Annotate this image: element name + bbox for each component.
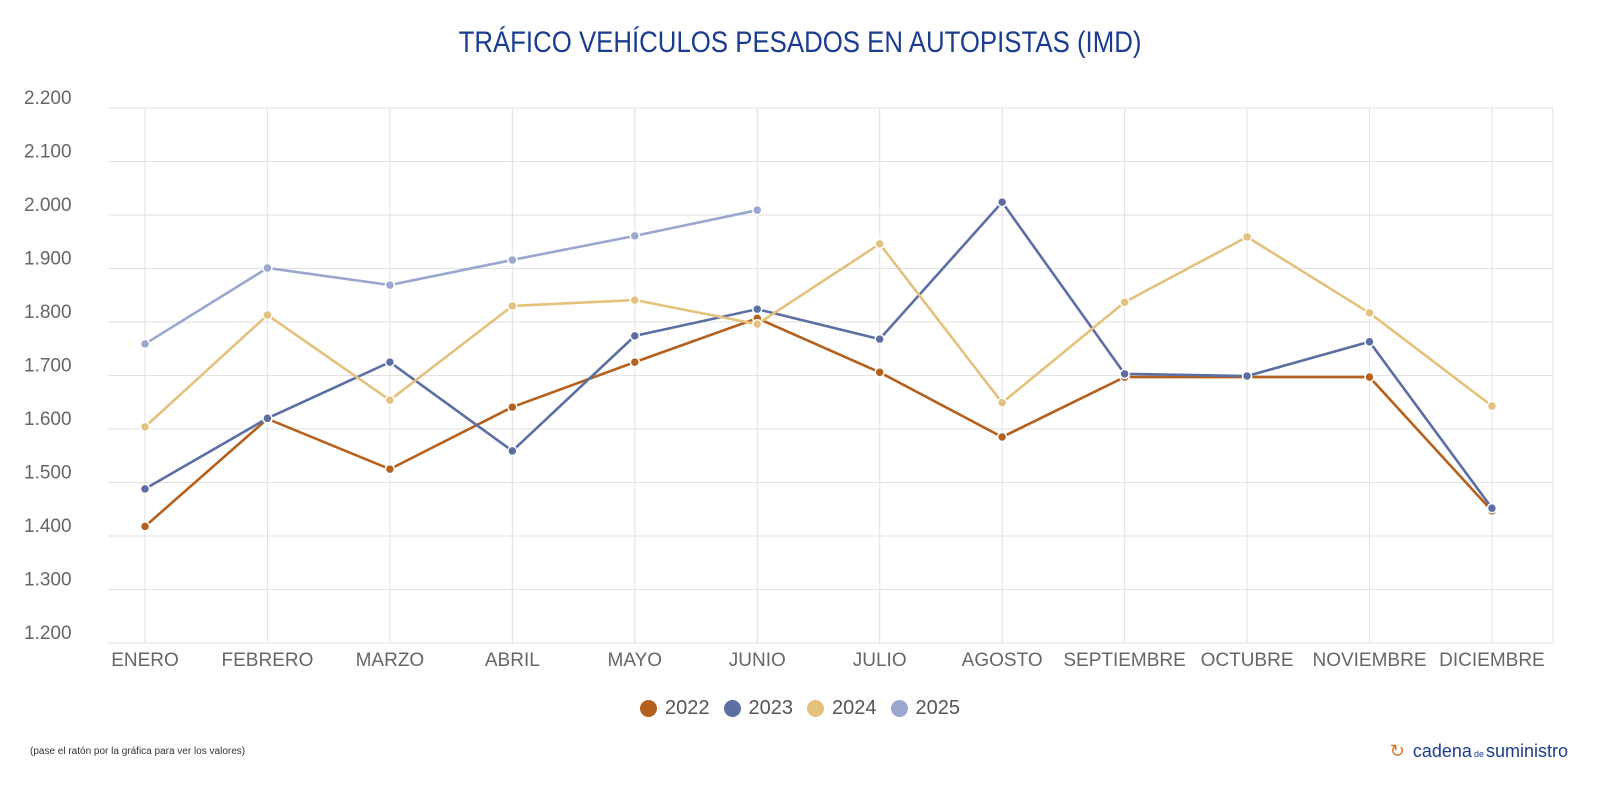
data-point[interactable] — [874, 238, 885, 250]
refresh-arrows-icon: ↻ — [1389, 741, 1405, 761]
data-point[interactable] — [262, 262, 273, 274]
data-point[interactable] — [629, 356, 641, 368]
x-tick-label: MAYO — [608, 650, 663, 671]
data-point[interactable] — [1241, 231, 1253, 243]
legend-dot-icon — [723, 700, 741, 717]
legend-item-2024[interactable]: 2024 — [807, 697, 877, 720]
legend: 2022 2023 2024 2025 — [0, 697, 1600, 720]
logo: ↻ cadena de suministro — [1389, 741, 1568, 761]
hover-note: (pase el ratón por la gráfica para ver l… — [30, 746, 246, 757]
data-point[interactable] — [139, 521, 151, 532]
data-point[interactable] — [507, 401, 518, 413]
data-point[interactable] — [629, 330, 641, 342]
x-tick-label: ABRIL — [485, 650, 540, 671]
data-point[interactable] — [874, 333, 885, 345]
data-point[interactable] — [1486, 400, 1498, 412]
data-point[interactable] — [507, 254, 518, 266]
legend-dot-icon — [890, 700, 908, 717]
y-tick-label: 2.000 — [24, 195, 72, 216]
data-point[interactable] — [139, 421, 151, 433]
data-point[interactable] — [1364, 307, 1375, 319]
x-tick-label: DICIEMBRE — [1439, 650, 1545, 671]
legend-label: 2022 — [665, 697, 710, 719]
x-tick-label: SEPTIEMBRE — [1063, 650, 1185, 671]
y-tick-label: 1.700 — [24, 356, 72, 377]
y-tick-label: 1.900 — [24, 249, 72, 270]
y-tick-label: 1.300 — [24, 570, 72, 591]
data-point[interactable] — [1364, 371, 1375, 383]
x-tick-label: JUNIO — [729, 650, 786, 671]
data-point[interactable] — [1364, 336, 1375, 348]
y-tick-label: 2.100 — [24, 142, 72, 163]
x-tick-label: AGOSTO — [962, 650, 1043, 671]
x-tick-label: JULIO — [853, 650, 907, 671]
legend-label: 2024 — [832, 697, 877, 719]
x-tick-label: MARZO — [356, 650, 425, 671]
data-point[interactable] — [139, 483, 151, 495]
data-point[interactable] — [1241, 370, 1253, 382]
chart-title: TRÁFICO VEHÍCULOS PESADOS EN AUTOPISTAS … — [458, 26, 1142, 59]
data-point[interactable] — [384, 463, 396, 475]
data-point[interactable] — [384, 279, 396, 291]
y-tick-label: 2.200 — [24, 88, 72, 109]
series-line-2022 — [144, 316, 1493, 528]
data-point[interactable] — [752, 303, 763, 315]
data-point[interactable] — [874, 367, 885, 378]
data-point[interactable] — [507, 300, 518, 312]
data-point[interactable] — [1486, 502, 1498, 514]
data-point[interactable] — [996, 196, 1008, 208]
x-tick-label: FEBRERO — [222, 650, 314, 671]
legend-item-2023[interactable]: 2023 — [723, 697, 794, 720]
legend-dot-icon — [640, 700, 657, 717]
data-point[interactable] — [262, 413, 273, 424]
line-chart[interactable]: 1.200 1.300 1.400 1.500 1.600 1.700 1.800 1.900… — [0, 0, 1600, 690]
series-2024 — [139, 231, 1498, 433]
series-line-2024 — [144, 235, 1493, 428]
data-point[interactable] — [262, 309, 273, 321]
data-point[interactable] — [752, 318, 763, 330]
x-tick-label: OCTUBRE — [1201, 650, 1294, 671]
x-tick-label: ENERO — [111, 650, 179, 671]
legend-item-2025[interactable]: 2025 — [890, 697, 961, 720]
series-2023 — [139, 196, 1498, 514]
data-point[interactable] — [1119, 368, 1130, 380]
y-tick-label: 1.800 — [24, 302, 72, 323]
series-line-2025 — [144, 208, 758, 346]
data-point[interactable] — [139, 338, 151, 350]
data-point[interactable] — [996, 431, 1008, 443]
y-tick-label: 1.600 — [24, 409, 72, 430]
data-point[interactable] — [752, 204, 763, 216]
series-2025 — [139, 204, 763, 350]
data-point[interactable] — [996, 397, 1008, 409]
data-point[interactable] — [629, 230, 641, 242]
legend-item-2022[interactable]: 2022 — [640, 697, 710, 720]
legend-label: 2023 — [748, 697, 794, 719]
data-point[interactable] — [1119, 296, 1130, 308]
data-point[interactable] — [384, 356, 396, 368]
series-line-2023 — [144, 200, 1493, 509]
data-point[interactable] — [629, 294, 641, 306]
y-tick-label: 1.200 — [24, 623, 72, 644]
y-tick-label: 1.400 — [24, 516, 72, 537]
data-point[interactable] — [507, 445, 518, 457]
x-tick-label: NOVIEMBRE — [1312, 650, 1426, 671]
y-tick-label: 1.500 — [24, 463, 72, 484]
data-point[interactable] — [384, 394, 396, 406]
legend-dot-icon — [807, 700, 824, 717]
legend-label: 2025 — [915, 697, 961, 719]
series-2022 — [139, 313, 1498, 532]
